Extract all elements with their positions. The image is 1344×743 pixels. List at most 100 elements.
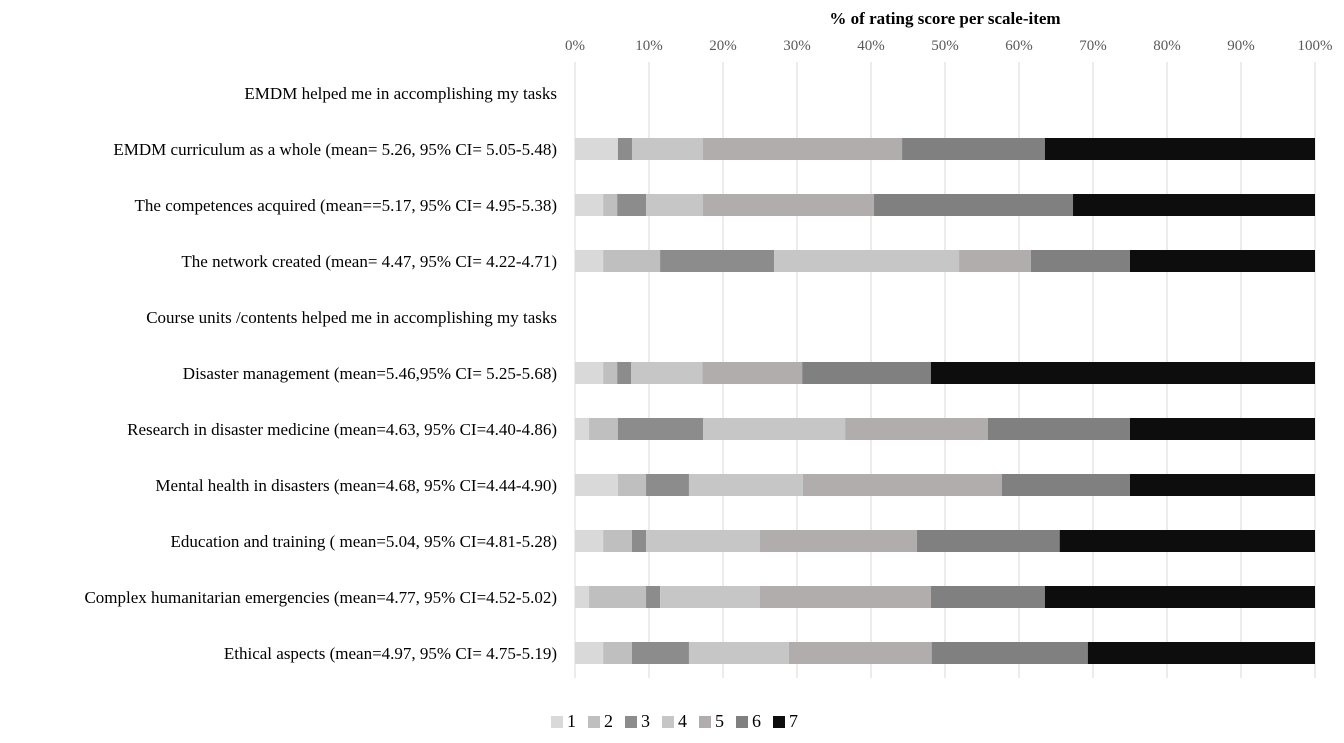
- bar-segment-rating-7: [1059, 530, 1315, 552]
- bar-segment-rating-5: [702, 362, 803, 384]
- bar-segment-rating-1: [575, 250, 604, 272]
- bar-segment-rating-1: [575, 474, 618, 496]
- bar-segment-rating-4: [660, 586, 760, 608]
- legend-swatch: [699, 716, 711, 728]
- bar-segment-rating-7: [1073, 194, 1315, 216]
- legend-label: 6: [752, 711, 761, 731]
- bar-segment-rating-7: [1044, 138, 1315, 160]
- bar-segment-rating-5: [760, 586, 931, 608]
- legend-label: 2: [604, 711, 613, 731]
- bar-segment-rating-5: [760, 530, 917, 552]
- x-tick-label: 90%: [1227, 38, 1255, 54]
- bar-segment-rating-7: [1087, 642, 1315, 664]
- bar-segment-rating-3: [646, 586, 661, 608]
- x-tick-label: 100%: [1298, 38, 1333, 54]
- bar-segment-rating-3: [617, 138, 632, 160]
- legend-label: 5: [715, 711, 724, 731]
- bar-segment-rating-3: [617, 418, 704, 440]
- x-tick-label: 0%: [565, 38, 585, 54]
- x-tick-label: 60%: [1005, 38, 1033, 54]
- legend-label: 1: [567, 711, 576, 731]
- bar-segment-rating-4: [631, 138, 704, 160]
- category-label: EMDM helped me in accomplishing my tasks: [244, 84, 557, 103]
- bar-segment-rating-7: [1130, 250, 1315, 272]
- category-label: Research in disaster medicine (mean=4.63…: [127, 420, 557, 439]
- bar-segment-rating-3: [646, 474, 689, 496]
- bar-segment-rating-1: [575, 138, 618, 160]
- bar-segment-rating-2: [603, 642, 632, 664]
- bar-segment-rating-3: [617, 194, 647, 216]
- category-label: Mental health in disasters (mean=4.68, 9…: [155, 476, 557, 495]
- bar-segment-rating-7: [1130, 418, 1315, 440]
- bars: [575, 138, 1315, 664]
- legend-swatch: [551, 716, 563, 728]
- bar-segment-rating-2: [589, 586, 647, 608]
- bar-segment-rating-4: [703, 418, 846, 440]
- legend-swatch: [588, 716, 600, 728]
- bar-segment-rating-1: [575, 418, 590, 440]
- category-label: Complex humanitarian emergencies (mean=4…: [84, 588, 557, 607]
- bar-segment-rating-5: [845, 418, 988, 440]
- bar-segment-rating-1: [575, 530, 604, 552]
- bar-segment-rating-1: [575, 194, 604, 216]
- bar-segment-rating-2: [603, 530, 632, 552]
- bar-segment-rating-2: [603, 362, 618, 384]
- x-tick-label: 80%: [1153, 38, 1181, 54]
- category-label: Education and training ( mean=5.04, 95% …: [171, 532, 557, 551]
- bar-segment-rating-6: [1001, 474, 1130, 496]
- bar-segment-rating-6: [902, 138, 1045, 160]
- bar-segment-rating-3: [617, 362, 632, 384]
- bar-segment-rating-5: [959, 250, 1031, 272]
- bar-segment-rating-5: [703, 138, 903, 160]
- x-tick-label: 10%: [635, 38, 663, 54]
- bar-segment-rating-7: [930, 362, 1315, 384]
- bar-segment-rating-3: [631, 530, 647, 552]
- bar-segment-rating-4: [688, 642, 789, 664]
- bar-segment-rating-2: [589, 418, 618, 440]
- bar-segment-rating-6: [987, 418, 1130, 440]
- legend-label: 7: [789, 711, 798, 731]
- bar-segment-rating-1: [575, 642, 604, 664]
- x-tick-label: 40%: [857, 38, 885, 54]
- x-tick-label: 50%: [931, 38, 959, 54]
- bar-segment-rating-6: [916, 530, 1060, 552]
- legend: 1 2 3 4 5 6 7: [551, 711, 798, 731]
- x-tick-label: 30%: [783, 38, 811, 54]
- bar-segment-rating-6: [873, 194, 1074, 216]
- legend-swatch: [662, 716, 674, 728]
- category-label: Ethical aspects (mean=4.97, 95% CI= 4.75…: [224, 644, 557, 663]
- legend-label: 4: [678, 711, 687, 731]
- bar-segment-rating-6: [930, 586, 1045, 608]
- bar-segment-rating-7: [1130, 474, 1315, 496]
- bar-segment-rating-6: [802, 362, 931, 384]
- category-label: Disaster management (mean=5.46,95% CI= 5…: [183, 364, 557, 383]
- legend-swatch: [625, 716, 637, 728]
- bar-segment-rating-7: [1044, 586, 1315, 608]
- chart-title: % of rating score per scale-item: [829, 9, 1060, 28]
- x-tick-label: 20%: [709, 38, 737, 54]
- bar-segment-rating-1: [575, 362, 604, 384]
- bar-segment-rating-2: [603, 250, 661, 272]
- category-label: The competences acquired (mean==5.17, 95…: [135, 196, 557, 215]
- category-labels: EMDM helped me in accomplishing my tasks…: [84, 84, 557, 663]
- bar-segment-rating-1: [575, 586, 590, 608]
- bar-segment-rating-2: [617, 474, 647, 496]
- bar-segment-rating-2: [603, 194, 618, 216]
- bar-segment-rating-5: [788, 642, 932, 664]
- bar-segment-rating-6: [1030, 250, 1130, 272]
- legend-swatch: [773, 716, 785, 728]
- legend-label: 3: [641, 711, 650, 731]
- x-axis-ticks: 0% 10% 20% 30% 40% 50% 60% 70% 80% 90% 100%: [565, 38, 1333, 54]
- bar-segment-rating-3: [631, 642, 689, 664]
- bar-segment-rating-4: [646, 530, 760, 552]
- bar-segment-rating-4: [646, 194, 704, 216]
- bar-segment-rating-5: [802, 474, 1002, 496]
- category-label: The network created (mean= 4.47, 95% CI=…: [181, 252, 557, 271]
- bar-segment-rating-4: [688, 474, 803, 496]
- bar-segment-rating-5: [703, 194, 874, 216]
- bar-segment-rating-3: [660, 250, 775, 272]
- bar-segment-rating-4: [631, 362, 703, 384]
- bar-segment-rating-4: [774, 250, 960, 272]
